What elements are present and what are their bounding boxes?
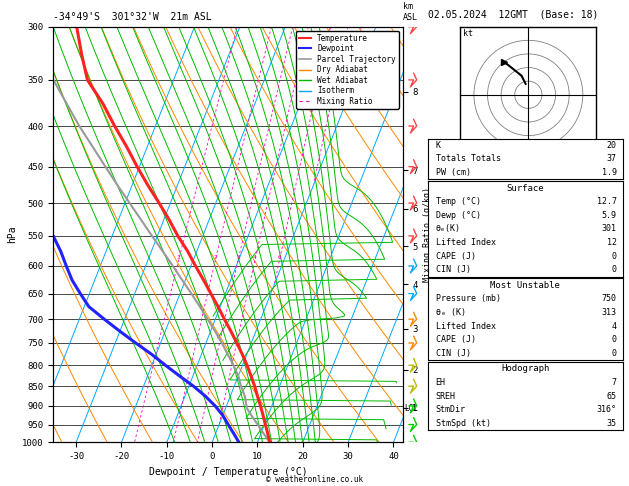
Text: 0: 0 [612, 252, 617, 260]
Text: Most Unstable: Most Unstable [490, 281, 560, 290]
Text: CAPE (J): CAPE (J) [435, 252, 476, 260]
Y-axis label: Mixing Ratio (g/kg): Mixing Ratio (g/kg) [423, 187, 432, 282]
Text: 1.9: 1.9 [602, 168, 617, 177]
X-axis label: Dewpoint / Temperature (°C): Dewpoint / Temperature (°C) [148, 467, 308, 477]
Text: PW (cm): PW (cm) [435, 168, 470, 177]
Text: θₑ(K): θₑ(K) [435, 225, 460, 233]
Text: 4: 4 [612, 322, 617, 330]
Text: Dewp (°C): Dewp (°C) [435, 211, 481, 220]
Text: 4: 4 [253, 255, 257, 260]
Text: Lifted Index: Lifted Index [435, 322, 496, 330]
Text: Hodograph: Hodograph [501, 364, 549, 373]
Text: 0: 0 [612, 349, 617, 358]
Text: 301: 301 [602, 225, 617, 233]
Text: Surface: Surface [506, 184, 544, 192]
Text: 313: 313 [602, 308, 617, 317]
Text: Pressure (mb): Pressure (mb) [435, 295, 501, 303]
Text: 5.9: 5.9 [602, 211, 617, 220]
Text: 65: 65 [607, 392, 617, 400]
Text: StmDir: StmDir [435, 405, 465, 414]
Text: Totals Totals: Totals Totals [435, 155, 501, 163]
Text: 1: 1 [177, 255, 181, 260]
Text: 2: 2 [213, 255, 217, 260]
Text: CAPE (J): CAPE (J) [435, 335, 476, 344]
Text: 12.7: 12.7 [597, 197, 617, 206]
Text: 316°: 316° [597, 405, 617, 414]
Text: LCL: LCL [404, 404, 418, 413]
Text: CIN (J): CIN (J) [435, 349, 470, 358]
Text: © weatheronline.co.uk: © weatheronline.co.uk [266, 474, 363, 484]
Text: CIN (J): CIN (J) [435, 265, 470, 274]
Text: 6: 6 [277, 255, 281, 260]
Text: Temp (°C): Temp (°C) [435, 197, 481, 206]
Text: 3: 3 [237, 255, 240, 260]
Text: 02.05.2024  12GMT  (Base: 18): 02.05.2024 12GMT (Base: 18) [428, 10, 598, 20]
Text: 20: 20 [607, 141, 617, 150]
Y-axis label: hPa: hPa [7, 226, 17, 243]
Text: 7: 7 [612, 378, 617, 387]
Text: -34°49'S  301°32'W  21m ASL: -34°49'S 301°32'W 21m ASL [53, 12, 212, 22]
Text: km
ASL: km ASL [403, 2, 418, 22]
Text: 12: 12 [607, 238, 617, 247]
Text: SREH: SREH [435, 392, 455, 400]
Text: kt: kt [463, 30, 473, 38]
Text: θₑ (K): θₑ (K) [435, 308, 465, 317]
Text: EH: EH [435, 378, 445, 387]
Text: K: K [435, 141, 440, 150]
Text: 0: 0 [612, 335, 617, 344]
Text: 750: 750 [602, 295, 617, 303]
Text: StmSpd (kt): StmSpd (kt) [435, 419, 491, 428]
Text: 0: 0 [612, 265, 617, 274]
Legend: Temperature, Dewpoint, Parcel Trajectory, Dry Adiabat, Wet Adiabat, Isotherm, Mi: Temperature, Dewpoint, Parcel Trajectory… [296, 31, 399, 109]
Text: Lifted Index: Lifted Index [435, 238, 496, 247]
Text: 35: 35 [607, 419, 617, 428]
Text: 37: 37 [607, 155, 617, 163]
